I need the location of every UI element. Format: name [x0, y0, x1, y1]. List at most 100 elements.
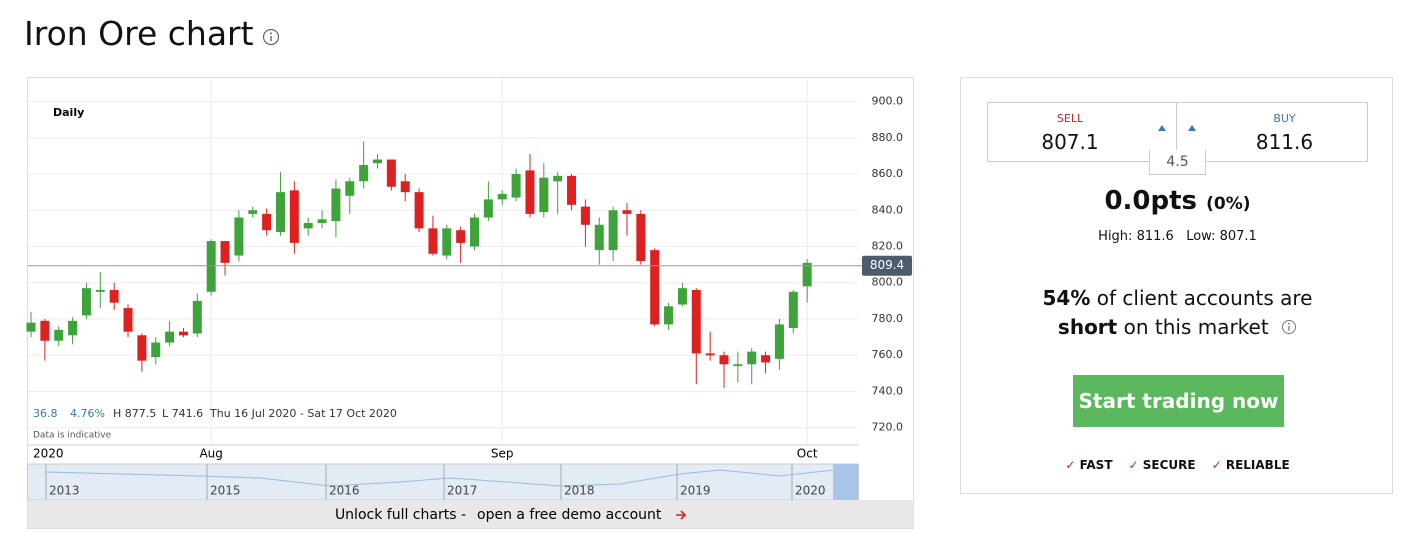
navigator-year: 2019: [680, 484, 711, 498]
candle-body: [691, 289, 701, 354]
sell-box[interactable]: SELL 807.1: [987, 102, 1177, 162]
candle-body: [608, 210, 618, 251]
day-low: Low: 807.1: [1186, 229, 1257, 244]
chart-frame: [27, 77, 914, 529]
spread: 4.5: [1149, 150, 1206, 175]
buy-arrow: [1188, 125, 1196, 131]
candle-body: [802, 262, 812, 287]
high-low: High: 811.6 Low: 807.1: [961, 229, 1394, 244]
sell-label: SELL: [1056, 112, 1084, 125]
feature: ✓ SECURE: [1129, 458, 1196, 472]
sentiment-1: 54% of client accounts are: [961, 286, 1394, 310]
buy-label: BUY: [1273, 112, 1296, 125]
sentiment-text-2: on this market: [1123, 315, 1269, 339]
sell-price: 807.1: [1041, 130, 1099, 154]
stat-range: Thu 16 Jul 2020 - Sat 17 Oct 2020: [209, 407, 397, 420]
candle-body: [109, 289, 119, 303]
change-pts: 0.0pts: [1104, 186, 1198, 216]
candle-body: [68, 320, 78, 336]
candle-body: [262, 213, 272, 231]
candle-body: [248, 210, 258, 214]
candle-body: [400, 181, 410, 193]
candle-body: [511, 174, 521, 198]
navigator-year: 2015: [210, 484, 241, 498]
candle-body: [331, 188, 341, 222]
page-title: Iron Ore chart: [24, 14, 254, 53]
x-tick-label: Sep: [491, 447, 514, 461]
change-pct: (0%): [1206, 194, 1251, 214]
candle-body: [761, 355, 771, 363]
deal-ticket: SELL 807.1 BUY 811.6 4.5 0.0pts (0%) Hig…: [960, 77, 1393, 494]
candle-body: [788, 291, 798, 329]
navigator-year: 2017: [447, 484, 478, 498]
chart: Daily 36.8 4.76% H 877.5 L 741.6 Thu 16 …: [26, 77, 914, 529]
y-tick-label: 740.0: [872, 384, 904, 397]
candle-body: [345, 181, 355, 196]
candle-body: [123, 308, 133, 332]
candle-body: [677, 288, 687, 305]
y-tick-label: 760.0: [872, 348, 904, 361]
candle-body: [137, 335, 147, 361]
cta-button[interactable]: Start trading now: [1073, 375, 1284, 427]
candle-body: [303, 222, 313, 229]
unlock-bar: [27, 500, 914, 528]
candle-body: [650, 250, 660, 325]
candle-body: [414, 192, 424, 229]
candle-body: [386, 159, 396, 187]
feature: ✓ RELIABLE: [1212, 458, 1290, 472]
candle-body: [567, 175, 577, 205]
info-icon[interactable]: [1281, 319, 1297, 335]
candle-body: [525, 170, 535, 214]
navigator-year: 2020: [795, 484, 826, 498]
feature-label: SECURE: [1142, 458, 1196, 472]
candle-body: [456, 230, 466, 243]
candle-body: [470, 217, 480, 247]
navigator[interactable]: [27, 463, 859, 501]
candle-body: [719, 355, 729, 365]
candle-body: [289, 190, 299, 243]
candle-body: [483, 199, 493, 218]
navigator-year: 2013: [49, 484, 80, 498]
candle-body: [594, 224, 604, 251]
candle-body: [95, 289, 105, 292]
check-icon: ✓: [1128, 458, 1139, 472]
x-tick-label: Oct: [797, 447, 818, 461]
stat-low: L 741.6: [162, 407, 203, 420]
candle-body: [373, 159, 382, 164]
navigator-line: [45, 467, 859, 487]
navigator-year: 2018: [564, 484, 595, 498]
buy-box[interactable]: BUY 811.6: [1176, 102, 1368, 162]
sell-arrow: [1158, 125, 1166, 131]
last-price-tag: [862, 255, 912, 276]
navigator-window[interactable]: [833, 464, 858, 500]
y-tick-label: 820.0: [872, 240, 904, 253]
buy-price: 811.6: [1255, 130, 1314, 154]
candle-body: [234, 217, 244, 256]
candle-body: [206, 241, 216, 292]
info-icon[interactable]: [262, 28, 280, 46]
candle-body: [54, 329, 64, 341]
navigator-year: 2016: [329, 484, 360, 498]
y-tick-label: 860.0: [872, 167, 904, 180]
unlock-text: Unlock full charts -: [335, 507, 466, 523]
sentiment-position: short: [1057, 315, 1118, 339]
y-tick-label: 780.0: [872, 312, 904, 325]
candle-body: [317, 219, 327, 223]
x-tick-label: Aug: [199, 447, 222, 461]
candle-body: [442, 228, 452, 256]
candle-body: [622, 210, 632, 214]
y-tick-label: 900.0: [872, 95, 904, 108]
y-tick-label: 800.0: [872, 276, 904, 289]
feature: ✓ FAST: [1065, 458, 1112, 472]
candle-body: [165, 331, 175, 343]
change-row: 0.0pts (0%): [961, 186, 1394, 216]
candle-body: [733, 364, 743, 367]
candle-body: [705, 353, 715, 356]
candle-body: [774, 324, 784, 359]
candle-body: [428, 228, 438, 254]
stat-change-pct: 4.76%: [70, 407, 105, 420]
y-tick-label: 880.0: [872, 131, 904, 144]
candle-body: [275, 192, 285, 233]
unlock-link[interactable]: open a free demo account: [477, 507, 662, 523]
